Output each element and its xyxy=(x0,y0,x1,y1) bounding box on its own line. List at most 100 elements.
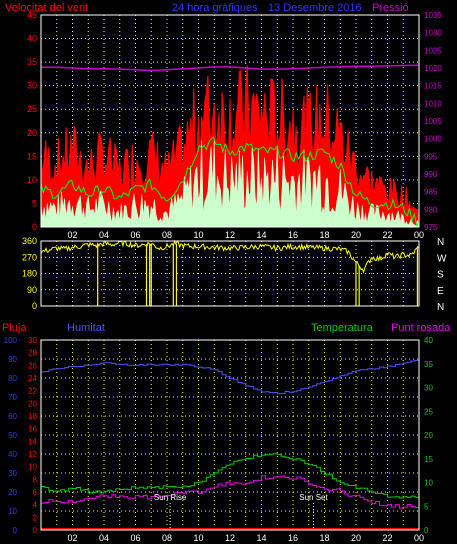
pressure-tick: 990 xyxy=(424,170,438,179)
dew-point-series xyxy=(41,475,420,509)
wind-speed-tick: 45 xyxy=(27,10,37,20)
humidity-tick: 100 xyxy=(4,336,18,345)
x-tick-label: 12 xyxy=(225,230,235,240)
humidity-tick: 20 xyxy=(8,488,17,497)
pressure-series xyxy=(41,64,420,72)
temperature-tick: 35 xyxy=(424,360,433,369)
x-tick-label: 20 xyxy=(351,533,361,543)
humidity-series xyxy=(41,359,420,395)
direction-tick: 360 xyxy=(22,236,37,246)
rain-tick: 2 xyxy=(33,513,38,522)
humidity-tick: 50 xyxy=(8,431,17,440)
rain-tick: 0 xyxy=(33,526,38,535)
x-tick-label: 14 xyxy=(256,533,266,543)
wind-speed-axis: 0 5 10 15 20 25 30 35 40 45 xyxy=(27,10,37,232)
direction-tick: 270 xyxy=(22,252,37,262)
x-tick-label: 22 xyxy=(382,533,392,543)
humidity-tick: 10 xyxy=(8,507,17,516)
wind-speed-tick: 35 xyxy=(27,57,37,67)
x-tick-label: 18 xyxy=(319,230,329,240)
x-tick-label: 00 xyxy=(414,533,424,543)
wind-speed-tick: 5 xyxy=(32,198,37,208)
wind-panel-frame xyxy=(40,14,420,228)
humidity-temperature-panel: Pluja Humitat Temperatura Punt rosada 0 1… xyxy=(2,322,451,543)
rain-tick: 4 xyxy=(33,501,38,510)
temperature-tick: 40 xyxy=(424,336,433,345)
temperature-tick: 0 xyxy=(424,526,429,535)
temperature-tick: 10 xyxy=(424,479,433,488)
compass-label: N xyxy=(437,237,444,248)
rain-label: Pluja xyxy=(2,322,27,334)
temperature-tick: 5 xyxy=(424,502,429,511)
x-tick-label: 08 xyxy=(162,533,172,543)
rain-tick: 14 xyxy=(28,437,37,446)
pressure-tick: 1010 xyxy=(424,99,442,108)
x-tick-label: 04 xyxy=(99,533,109,543)
direction-panel-series xyxy=(40,239,420,306)
wind-time-axis: 02 04 06 08 10 12 14 16 18 20 22 00 xyxy=(67,230,424,240)
wind-speed-tick: 40 xyxy=(27,34,37,44)
compass-label: E xyxy=(437,286,444,297)
rain-tick: 12 xyxy=(28,450,37,459)
temperature-label: Temperatura xyxy=(311,322,374,334)
x-tick-label: 10 xyxy=(193,533,203,543)
rain-tick: 24 xyxy=(28,374,37,383)
x-tick-label: 02 xyxy=(67,533,77,543)
rain-tick: 22 xyxy=(28,387,37,396)
chart-date: 13 Desembre 2016 xyxy=(268,2,362,14)
x-tick-label: 06 xyxy=(130,533,140,543)
x-tick-label: 22 xyxy=(382,230,392,240)
x-tick-label: 00 xyxy=(414,230,424,240)
x-tick-label: 12 xyxy=(225,533,235,543)
compass-label: S xyxy=(437,270,444,281)
rain-tick: 6 xyxy=(33,488,38,497)
pressure-tick: 1020 xyxy=(424,64,442,73)
wind-speed-series xyxy=(40,139,420,228)
wind-speed-label: Velocitat del vent xyxy=(5,2,88,14)
direction-degree-axis: 0 90 180 270 360 xyxy=(22,236,37,311)
rain-tick: 26 xyxy=(28,361,37,370)
pressure-tick: 980 xyxy=(424,205,438,214)
pressure-tick: 1000 xyxy=(424,135,442,144)
pressure-tick: 1025 xyxy=(424,46,442,55)
sunrise-label: Sun Rise xyxy=(154,493,187,502)
compass-label: W xyxy=(437,253,447,264)
pressure-tick: 1005 xyxy=(424,117,442,126)
humidity-panel-frame xyxy=(40,339,420,531)
average-wind-series xyxy=(40,136,420,227)
gust-series xyxy=(40,65,420,228)
pressure-tick: 985 xyxy=(424,188,438,197)
dew-point-label: Punt rosada xyxy=(391,322,451,334)
humidity-panel-series xyxy=(41,359,420,530)
x-tick-label: 20 xyxy=(351,230,361,240)
pressure-tick: 975 xyxy=(424,223,438,232)
humidity-tick: 40 xyxy=(8,450,17,459)
sunset-label: Sun Set xyxy=(299,493,328,502)
temperature-axis: 0 5 10 15 20 25 30 35 40 xyxy=(424,336,433,535)
humidity-tick: 30 xyxy=(8,469,17,478)
rain-tick: 30 xyxy=(28,336,37,345)
chart-title: 24 hora gràfiques xyxy=(172,2,258,14)
x-tick-label: 10 xyxy=(193,230,203,240)
humidity-time-axis: 02 04 06 08 10 12 14 16 18 20 22 00 xyxy=(67,533,424,543)
wind-panel-series xyxy=(40,64,420,228)
pressure-tick: 1035 xyxy=(424,11,442,20)
humidity-tick: 60 xyxy=(8,412,17,421)
wind-speed-tick: 25 xyxy=(27,104,37,114)
rain-tick: 10 xyxy=(28,463,37,472)
humidity-tick: 70 xyxy=(8,393,17,402)
direction-tick: 90 xyxy=(27,285,37,295)
wind-speed-tick: 20 xyxy=(27,128,37,138)
rain-tick: 8 xyxy=(33,475,38,484)
sun-annotations: Sun Rise Sun Set xyxy=(154,493,328,530)
wind-speed-tick: 30 xyxy=(27,81,37,91)
humidity-tick: 90 xyxy=(8,355,17,364)
wind-speed-tick: 0 xyxy=(32,222,37,232)
temperature-tick: 15 xyxy=(424,455,433,464)
wind-speed-tick: 15 xyxy=(27,151,37,161)
pressure-tick: 995 xyxy=(424,152,438,161)
x-tick-label: 16 xyxy=(288,230,298,240)
